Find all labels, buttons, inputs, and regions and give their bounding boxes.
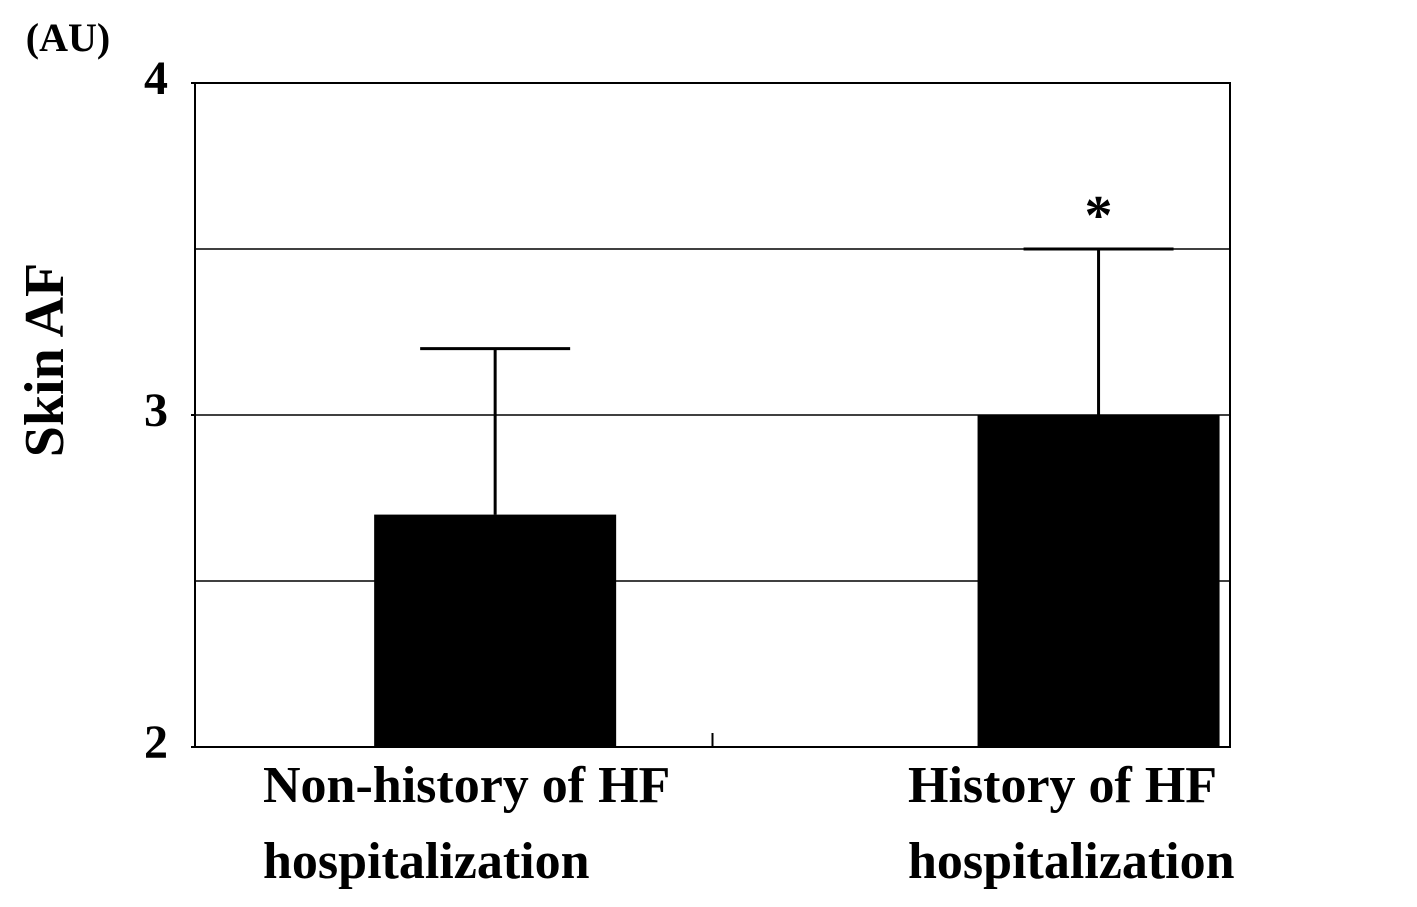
y-axis-label: Skin AF xyxy=(14,263,76,458)
y-tick-label: 4 xyxy=(144,52,168,105)
x-tick-label: hospitalization xyxy=(908,833,1235,890)
y-tick-label: 2 xyxy=(144,716,168,769)
y-unit: (AU) xyxy=(26,15,110,60)
x-tick-label: hospitalization xyxy=(263,833,590,890)
significance-mark: * xyxy=(1085,185,1113,247)
x-tick-label: History of HF xyxy=(908,757,1217,814)
x-tick-label: Non-history of HF xyxy=(263,757,670,814)
y-tick-label: 3 xyxy=(144,384,168,437)
bar xyxy=(977,415,1220,747)
bar xyxy=(374,514,617,747)
